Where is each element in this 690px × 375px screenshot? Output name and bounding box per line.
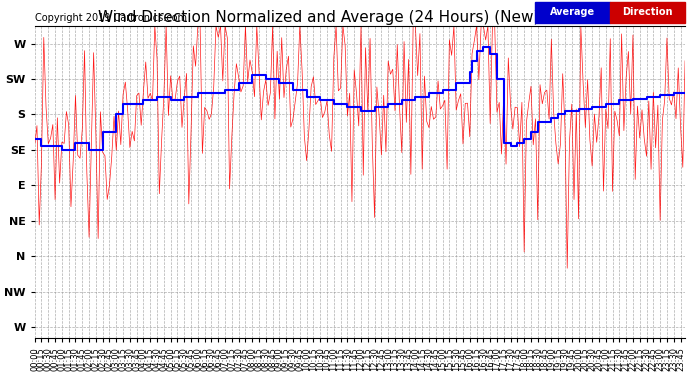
FancyBboxPatch shape: [535, 2, 610, 23]
Text: Average: Average: [551, 8, 595, 17]
FancyBboxPatch shape: [610, 2, 685, 23]
Title: Wind Direction Normalized and Average (24 Hours) (New) 20191117: Wind Direction Normalized and Average (2…: [98, 10, 622, 25]
Text: Copyright 2019 Cartronics.com: Copyright 2019 Cartronics.com: [35, 13, 188, 23]
Text: Direction: Direction: [622, 8, 673, 17]
